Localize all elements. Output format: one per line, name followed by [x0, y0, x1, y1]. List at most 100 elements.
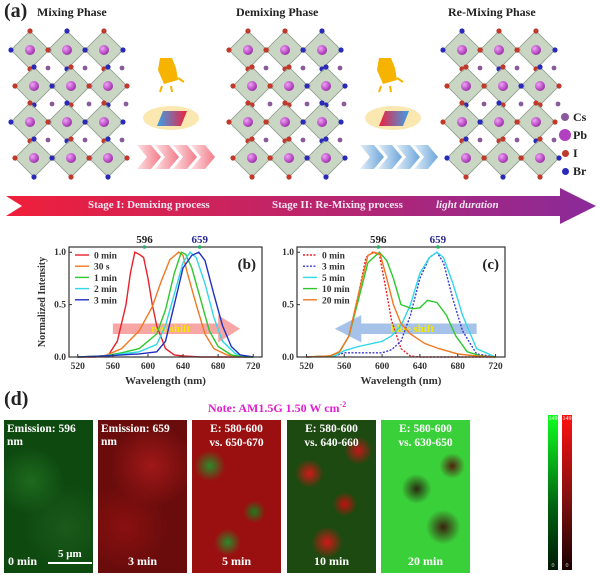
halide-atom	[342, 155, 348, 161]
legend-label: 3 min	[94, 296, 118, 306]
pb-atom	[535, 153, 545, 163]
phase-title-demixing: Demixing Phase	[236, 5, 319, 19]
lattice	[8, 28, 130, 180]
colorbar-green-max: 149	[548, 416, 558, 422]
halide-atom	[31, 64, 37, 70]
peak-marker	[436, 245, 440, 249]
halide-atom	[101, 100, 107, 106]
halide-atom	[556, 155, 562, 161]
cs-atom	[551, 65, 557, 71]
plot-frame	[68, 246, 263, 358]
halide-atom	[481, 83, 487, 89]
pb-atom	[243, 45, 253, 55]
atom-br-icon	[561, 167, 569, 175]
atom-legend-item: Cs	[557, 108, 600, 126]
pb-atom	[535, 81, 545, 91]
pb-atom	[280, 117, 290, 127]
cs-atom	[263, 137, 269, 143]
halide-atom	[120, 119, 126, 125]
halide-atom	[300, 119, 306, 125]
halide-atom	[105, 64, 111, 70]
halide-atom	[496, 100, 502, 106]
pb-atom	[25, 117, 35, 127]
pb-atom	[498, 153, 508, 163]
lamp-icon	[158, 58, 185, 93]
x-tick-label: 680	[211, 362, 226, 372]
pb-atom	[247, 81, 257, 91]
halide-atom	[459, 100, 465, 106]
peak-marker	[142, 245, 147, 249]
red-shift-arrow	[112, 315, 241, 343]
tile-subtitle: vs. 630-650	[398, 437, 453, 449]
legend-label: 30 s	[94, 263, 110, 273]
tile-time-label: 20 min	[407, 554, 443, 568]
series-line-5-min	[306, 251, 496, 358]
cs-atom	[477, 65, 483, 71]
halide-atom	[304, 83, 310, 89]
pl-map-tile: E: 580-600 vs. 650-670 5 min	[192, 420, 281, 573]
halide-atom	[342, 83, 348, 89]
pb-atom	[62, 45, 72, 55]
halide-atom	[263, 119, 269, 125]
series-line-1-min	[77, 251, 254, 358]
cs-atom	[300, 65, 306, 71]
halide-atom	[323, 174, 329, 180]
cs-atom	[555, 101, 561, 107]
pb-atom	[103, 81, 113, 91]
halide-atom	[444, 83, 450, 89]
colorbar-red-min: 0	[565, 563, 569, 569]
series-line-2-min	[77, 251, 254, 358]
halide-atom	[518, 83, 524, 89]
halide-atom	[8, 119, 14, 125]
pl-map-tile: Emission: 596 nm 0 min 5 μm	[4, 420, 93, 573]
halide-atom	[286, 174, 292, 180]
halide-atom	[304, 155, 310, 161]
cs-atom	[82, 137, 88, 143]
halide-atom	[286, 64, 292, 70]
pb-atom	[99, 45, 109, 55]
tile-time-label: 0 min	[8, 554, 38, 568]
pb-atom	[29, 81, 39, 91]
halide-atom	[500, 174, 506, 180]
halide-atom	[263, 47, 269, 53]
pb-atom	[29, 153, 39, 163]
halide-atom	[86, 83, 92, 89]
stage-2-label: Stage II: Re-Mixing process	[272, 199, 403, 211]
halide-atom	[68, 136, 74, 142]
lamp-icon	[377, 58, 404, 93]
halide-atom	[105, 136, 111, 142]
tile-time-label: 10 min	[313, 554, 349, 568]
pb-atom	[243, 117, 253, 127]
halide-atom	[45, 119, 51, 125]
colorbar-red: 149 0	[562, 415, 572, 570]
pb-atom	[321, 81, 331, 91]
legend-label: 3 min	[322, 263, 346, 273]
atom-legend-item: Br	[557, 162, 600, 180]
halide-atom	[323, 136, 329, 142]
halide-atom	[282, 100, 288, 106]
pb-atom	[461, 153, 471, 163]
cs-atom	[341, 101, 347, 107]
tile-title: E: 580-600	[305, 423, 358, 435]
halide-atom	[338, 119, 344, 125]
halide-atom	[249, 64, 255, 70]
y-tick-label: 1.0	[54, 248, 66, 258]
pb-atom	[280, 45, 290, 55]
tile-time-label: 5 min	[221, 554, 251, 568]
pb-atom	[99, 117, 109, 127]
cs-atom	[49, 101, 55, 107]
halide-atom	[319, 28, 325, 34]
y-tick-label: 0.5	[54, 301, 66, 311]
halide-atom	[319, 100, 325, 106]
tile-title: E: 580-600	[210, 423, 263, 435]
tile-title: Emission: 659 nm	[101, 423, 170, 448]
y-tick-label: 0.5	[282, 301, 294, 311]
colorbar-green: 149 0	[548, 415, 558, 570]
chart-b: red shift 520 560 600 640 680 720 0.0 0.5 1.0 Wave…	[37, 234, 263, 387]
halide-atom	[230, 155, 236, 161]
x-tick-label: 560	[337, 362, 352, 372]
halide-atom	[45, 47, 51, 53]
halide-atom	[514, 119, 520, 125]
sample-icon	[365, 106, 421, 130]
pb-atom	[284, 81, 294, 91]
